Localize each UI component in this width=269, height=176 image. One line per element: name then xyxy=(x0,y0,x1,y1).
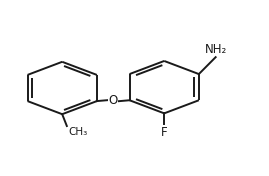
Text: NH₂: NH₂ xyxy=(204,43,227,56)
Text: CH₃: CH₃ xyxy=(68,127,87,137)
Text: O: O xyxy=(109,94,118,107)
Text: F: F xyxy=(161,126,168,139)
